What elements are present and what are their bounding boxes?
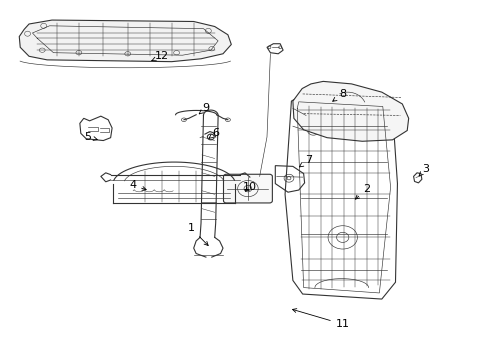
Polygon shape (19, 20, 231, 62)
Text: 7: 7 (299, 155, 312, 167)
Polygon shape (293, 81, 409, 141)
Text: 1: 1 (188, 224, 208, 246)
Text: 12: 12 (152, 51, 169, 61)
Text: 6: 6 (209, 129, 219, 138)
FancyBboxPatch shape (223, 174, 272, 203)
Text: 11: 11 (293, 309, 350, 329)
Text: 10: 10 (243, 182, 257, 192)
Text: 8: 8 (333, 89, 346, 101)
Text: 5: 5 (84, 132, 98, 142)
Text: 9: 9 (199, 103, 209, 114)
Text: 2: 2 (355, 184, 371, 199)
Text: 3: 3 (419, 164, 429, 176)
Text: 4: 4 (129, 180, 146, 190)
